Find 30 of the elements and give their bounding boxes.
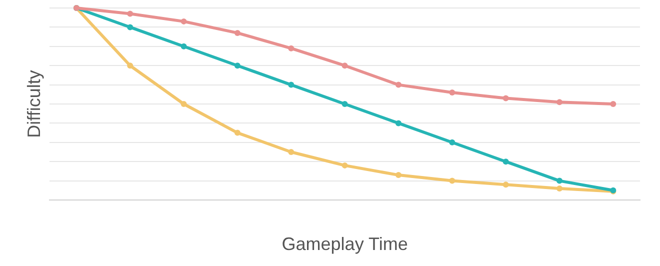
- point: [342, 162, 348, 168]
- point: [180, 18, 187, 24]
- point: [395, 172, 402, 178]
- point: [556, 185, 562, 192]
- point: [180, 101, 187, 107]
- point: [449, 139, 456, 146]
- y-axis-title: Difficulty: [24, 70, 44, 138]
- point: [288, 45, 294, 52]
- point: [180, 43, 187, 50]
- point: [127, 24, 134, 30]
- point: [288, 149, 294, 155]
- point: [127, 62, 134, 69]
- point: [127, 10, 134, 17]
- point: [234, 130, 240, 136]
- point: [342, 101, 348, 107]
- point: [449, 178, 456, 184]
- point: [234, 62, 240, 69]
- point: [502, 95, 509, 102]
- point: [342, 62, 348, 69]
- point: [556, 99, 562, 106]
- point: [234, 30, 240, 36]
- x-axis-title: Gameplay Time: [282, 234, 408, 254]
- point: [395, 82, 402, 88]
- point: [502, 182, 509, 188]
- point: [502, 158, 509, 165]
- point: [288, 82, 294, 88]
- point: [556, 178, 562, 184]
- point: [610, 101, 616, 107]
- point: [449, 89, 456, 96]
- point: [395, 120, 402, 126]
